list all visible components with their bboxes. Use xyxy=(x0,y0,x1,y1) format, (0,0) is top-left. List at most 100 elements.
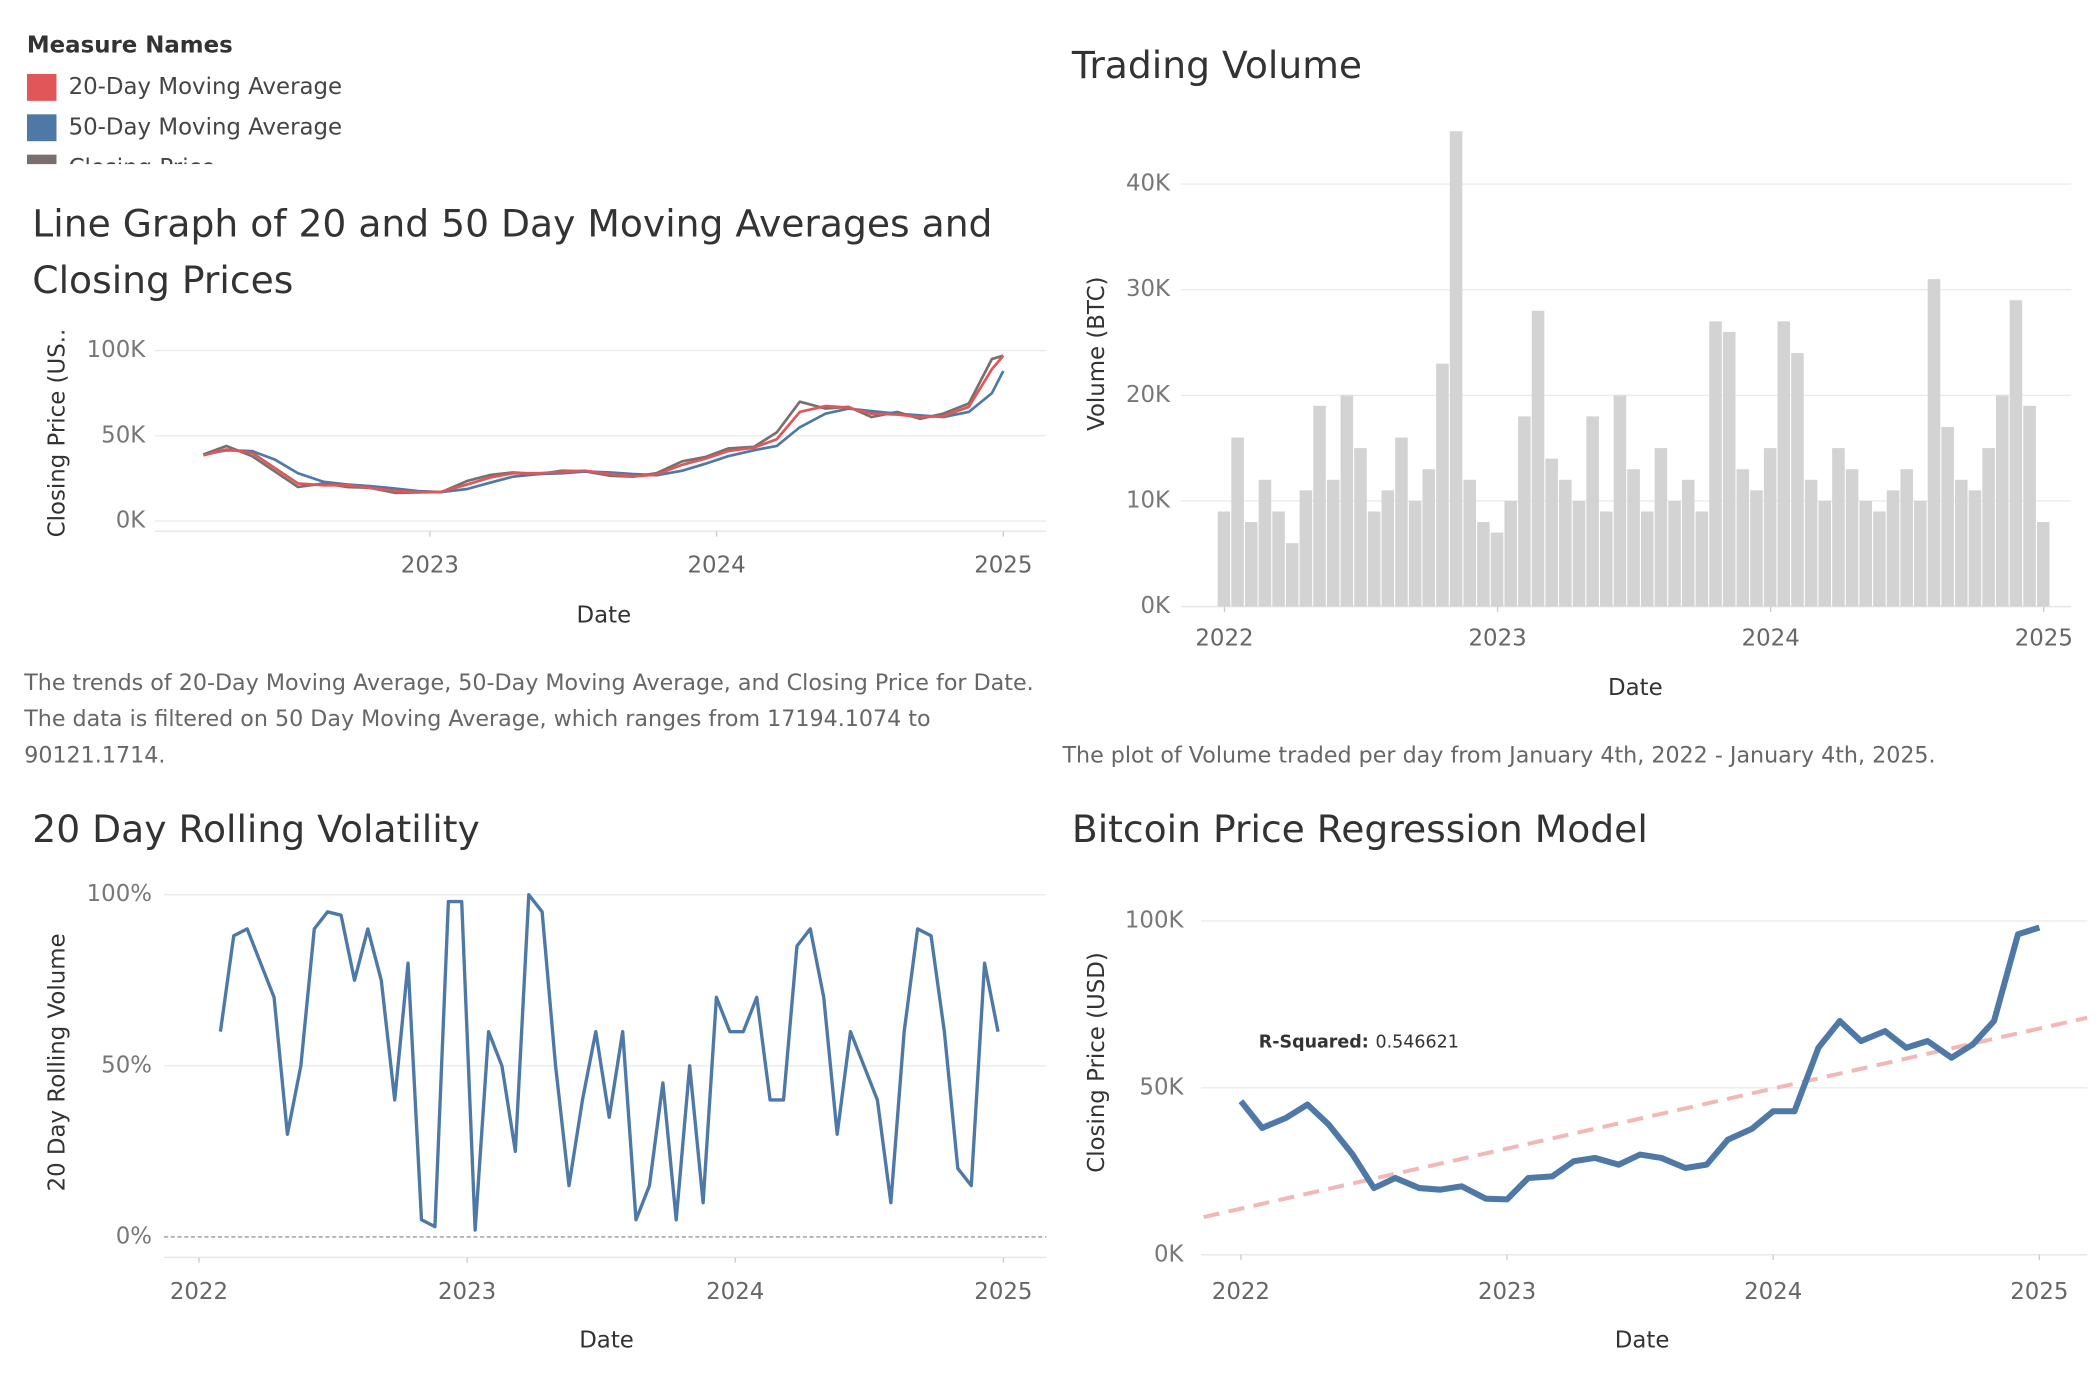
chart-title: Bitcoin Price Regression Model xyxy=(1071,806,1648,852)
bar xyxy=(1914,500,1927,607)
bar xyxy=(1941,426,1954,607)
bar xyxy=(1763,448,1777,607)
bar xyxy=(1791,353,1804,607)
y-tick-label: 30K xyxy=(1126,276,1171,302)
y-tick-label: 0K xyxy=(1140,593,1171,619)
y-axis-title: Volume (BTC) xyxy=(1084,277,1110,431)
line xyxy=(1238,924,2041,1203)
bar xyxy=(1408,500,1422,607)
x-tick-label: 2022 xyxy=(1195,625,1253,651)
bar xyxy=(1422,469,1436,607)
x-tick-label: 2025 xyxy=(2010,1279,2068,1305)
x-tick-label: 2024 xyxy=(706,1279,764,1305)
bar xyxy=(1750,490,1763,607)
x-tick-label: 2022 xyxy=(170,1279,228,1305)
chart-title: Trading Volume xyxy=(1071,43,1363,88)
y-tick-label: 50K xyxy=(1139,1074,1184,1100)
bar xyxy=(1654,448,1668,607)
y-tick-label: 0% xyxy=(116,1223,152,1249)
bar xyxy=(1463,479,1477,607)
bar xyxy=(1436,363,1449,607)
bar xyxy=(1586,416,1599,607)
bar xyxy=(1832,448,1845,607)
bar xyxy=(1709,321,1722,607)
x-axis-title: Date xyxy=(577,602,632,628)
bar xyxy=(1559,479,1572,607)
x-tick-label: 2024 xyxy=(688,553,746,579)
bar xyxy=(1244,522,1258,607)
line xyxy=(203,370,1005,494)
legend: Measure Names 20-Day Moving Average 50-Da… xyxy=(26,32,430,165)
x-tick-label: 2022 xyxy=(1212,1279,1270,1305)
annotation: R-Squared: 0.546621 xyxy=(1259,1032,1459,1052)
x-axis-title: Date xyxy=(1615,1327,1670,1353)
bar xyxy=(1695,511,1709,607)
bar xyxy=(1627,469,1640,607)
bar xyxy=(1285,543,1299,607)
annotation-value: 0.546621 xyxy=(1375,1032,1458,1052)
x-tick-label: 2025 xyxy=(974,553,1032,579)
legend-item: Closing Price xyxy=(26,148,430,165)
bar xyxy=(1449,131,1463,607)
annotation-label: R-Squared: xyxy=(1259,1032,1369,1052)
y-tick-label: 0K xyxy=(1154,1241,1185,1267)
bar xyxy=(1572,500,1586,607)
bar xyxy=(1722,331,1736,607)
y-tick-label: 50K xyxy=(101,422,146,448)
bar xyxy=(1804,479,1818,607)
bar xyxy=(1258,479,1272,607)
y-tick-label: 100K xyxy=(1125,907,1185,933)
bar xyxy=(1777,321,1791,607)
legend-label: 20-Day Moving Average xyxy=(68,73,343,101)
y-axis-title: Closing Price (USD) xyxy=(1084,952,1110,1173)
y-tick-label: 0K xyxy=(116,507,147,533)
y-tick-label: 100% xyxy=(87,881,152,907)
bar xyxy=(1668,500,1681,607)
x-tick-label: 2023 xyxy=(438,1279,496,1305)
bar xyxy=(1982,448,1995,607)
bar xyxy=(2023,405,2036,607)
bar xyxy=(1340,395,1354,607)
x-tick-label: 2024 xyxy=(1744,1279,1802,1305)
y-tick-label: 40K xyxy=(1126,171,1171,197)
legend-item: 20-Day Moving Average xyxy=(26,67,430,107)
legend-swatch xyxy=(26,154,57,165)
caption: The trends of 20-Day Moving Average, 50-… xyxy=(24,669,1034,768)
x-tick-label: 2023 xyxy=(1478,1279,1536,1305)
x-tick-label: 2025 xyxy=(2015,625,2073,651)
legend-label: 50-Day Moving Average xyxy=(68,114,343,142)
bar xyxy=(1613,395,1627,607)
bar xyxy=(1326,479,1340,607)
x-axis-title: Date xyxy=(1608,675,1663,701)
bar xyxy=(1736,469,1750,607)
legend-label: Closing Price xyxy=(69,155,216,164)
bar xyxy=(1490,532,1504,607)
bar xyxy=(1545,458,1558,607)
bar xyxy=(1845,469,1859,607)
bar xyxy=(1859,500,1873,607)
y-tick-label: 10K xyxy=(1126,487,1171,513)
x-tick-label: 2025 xyxy=(974,1279,1032,1305)
x-axis-title: Date xyxy=(579,1327,634,1353)
legend-swatch xyxy=(26,114,57,142)
y-tick-label: 50% xyxy=(101,1052,152,1078)
bar xyxy=(1818,500,1832,607)
bar xyxy=(1955,479,1968,607)
bar xyxy=(1927,279,1941,607)
legend-title: Measure Names xyxy=(26,32,233,60)
x-tick-label: 2024 xyxy=(1742,625,1800,651)
bar xyxy=(1968,490,1982,607)
bar xyxy=(1272,511,1285,607)
bar xyxy=(1681,479,1695,607)
bar xyxy=(2036,522,2050,607)
bar xyxy=(1477,522,1490,607)
y-tick-label: 100K xyxy=(87,337,147,363)
bar xyxy=(1531,310,1545,607)
bar xyxy=(1381,490,1395,607)
bar xyxy=(1395,437,1408,607)
line xyxy=(203,354,1005,494)
bar xyxy=(1313,405,1326,607)
y-tick-label: 20K xyxy=(1126,382,1171,408)
